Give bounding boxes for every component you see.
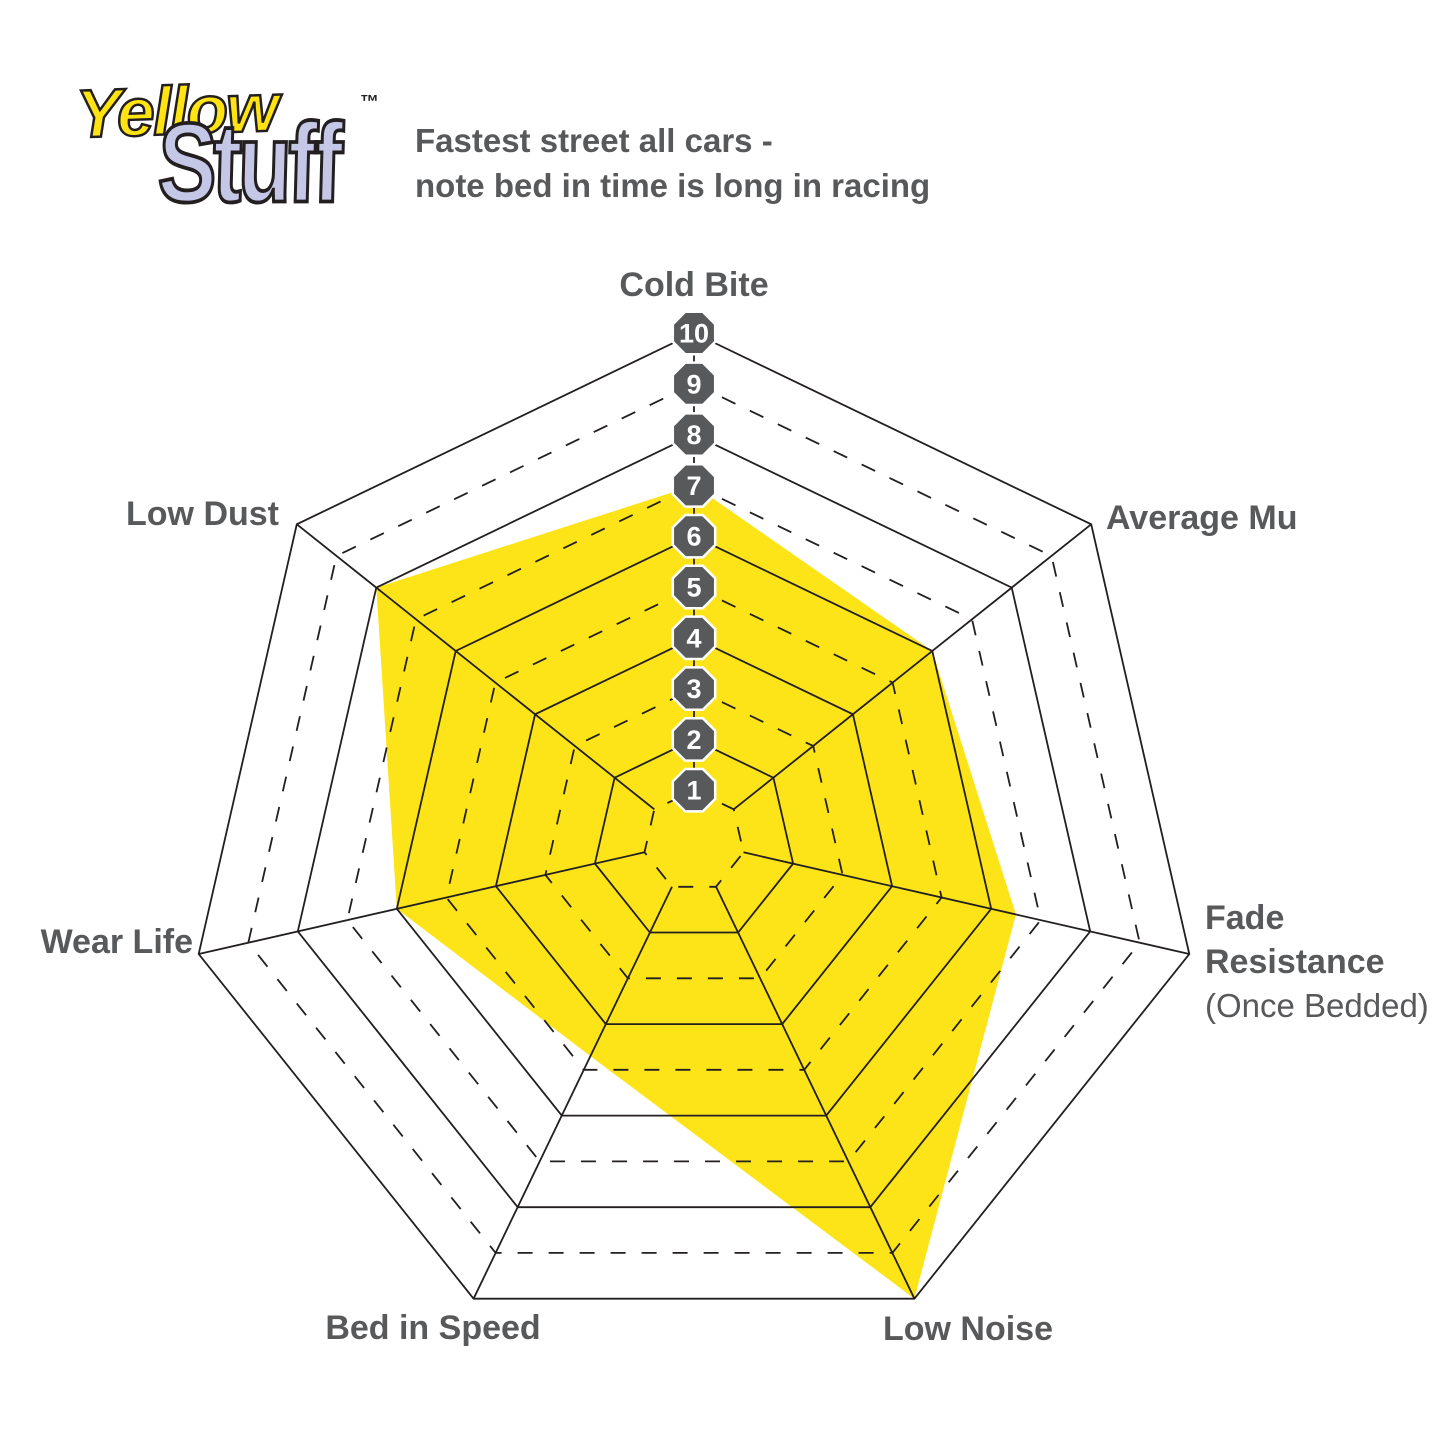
grid-ring-10 [197,332,1191,1300]
scale-badge-6 [671,513,717,559]
scale-badge-label-4: 4 [686,623,701,653]
scale-badge-label-2: 2 [686,725,701,755]
axis-label-cold-bite: Cold Bite [619,266,768,304]
scale-badge-5 [671,564,717,610]
grid-ring-6 [395,535,993,1117]
scale-badge-3 [671,666,717,712]
axis-spoke-average-mu [733,523,1092,811]
chart-subtitle-line2: note bed in time is long in racing [415,167,931,204]
axis-spoke-wear-life [198,851,645,955]
scale-badge-label-5: 5 [686,573,701,603]
axis-spoke-low-noise [715,886,916,1300]
axis-label-average-mu: Average Mu [1106,499,1297,537]
axis-label-fade-resistance-line2: Resistance [1205,943,1385,981]
grid-ring-7 [346,484,1042,1163]
scale-badge-label-3: 3 [686,674,701,704]
axis-spoke-fade-resistance [743,851,1190,955]
chart-subtitle: Fastest street all cars - note bed in ti… [415,118,930,208]
grid-ring-1 [643,789,745,888]
logo-word-stuff: Stuff [155,98,342,228]
scale-badge-label-6: 6 [686,522,701,552]
scale-badge-7 [671,462,717,508]
grid-ring-2 [593,738,795,934]
scale-badge-label-1: 1 [686,776,701,806]
axis-label-low-noise: Low Noise [883,1310,1053,1348]
scale-badge-4 [671,615,717,661]
scale-badge-2 [671,716,717,762]
axis-spoke-bed-in-speed [472,886,673,1300]
scale-badge-8 [671,412,717,458]
axis-label-wear-life: Wear Life [41,923,193,961]
axis-spoke-low-dust [296,523,655,811]
rating-polygon [376,485,1016,1299]
scale-badge-1 [671,767,717,813]
grid-ring-4 [494,636,894,1025]
scale-badge-label-10: 10 [679,319,709,349]
grid-ring-5 [445,586,943,1071]
scale-badge-10 [671,310,717,356]
scale-badge-label-9: 9 [686,369,701,399]
axis-label-low-dust: Low Dust [126,495,279,533]
trademark-symbol: ™ [360,92,379,113]
axis-label-bed-in-speed: Bed in Speed [325,1309,540,1347]
scale-badge-9 [671,361,717,407]
axis-label-fade-resistance-line1: Fade [1205,899,1284,937]
scale-badge-label-7: 7 [686,471,701,501]
yellowstuff-logo: Yellow Stuff ™ [68,68,398,237]
axis-sublabel-fade-resistance: (Once Bedded) [1205,987,1429,1024]
chart-subtitle-line1: Fastest street all cars - [415,122,773,159]
grid-ring-8 [296,433,1092,1209]
scale-badge-label-8: 8 [686,420,701,450]
